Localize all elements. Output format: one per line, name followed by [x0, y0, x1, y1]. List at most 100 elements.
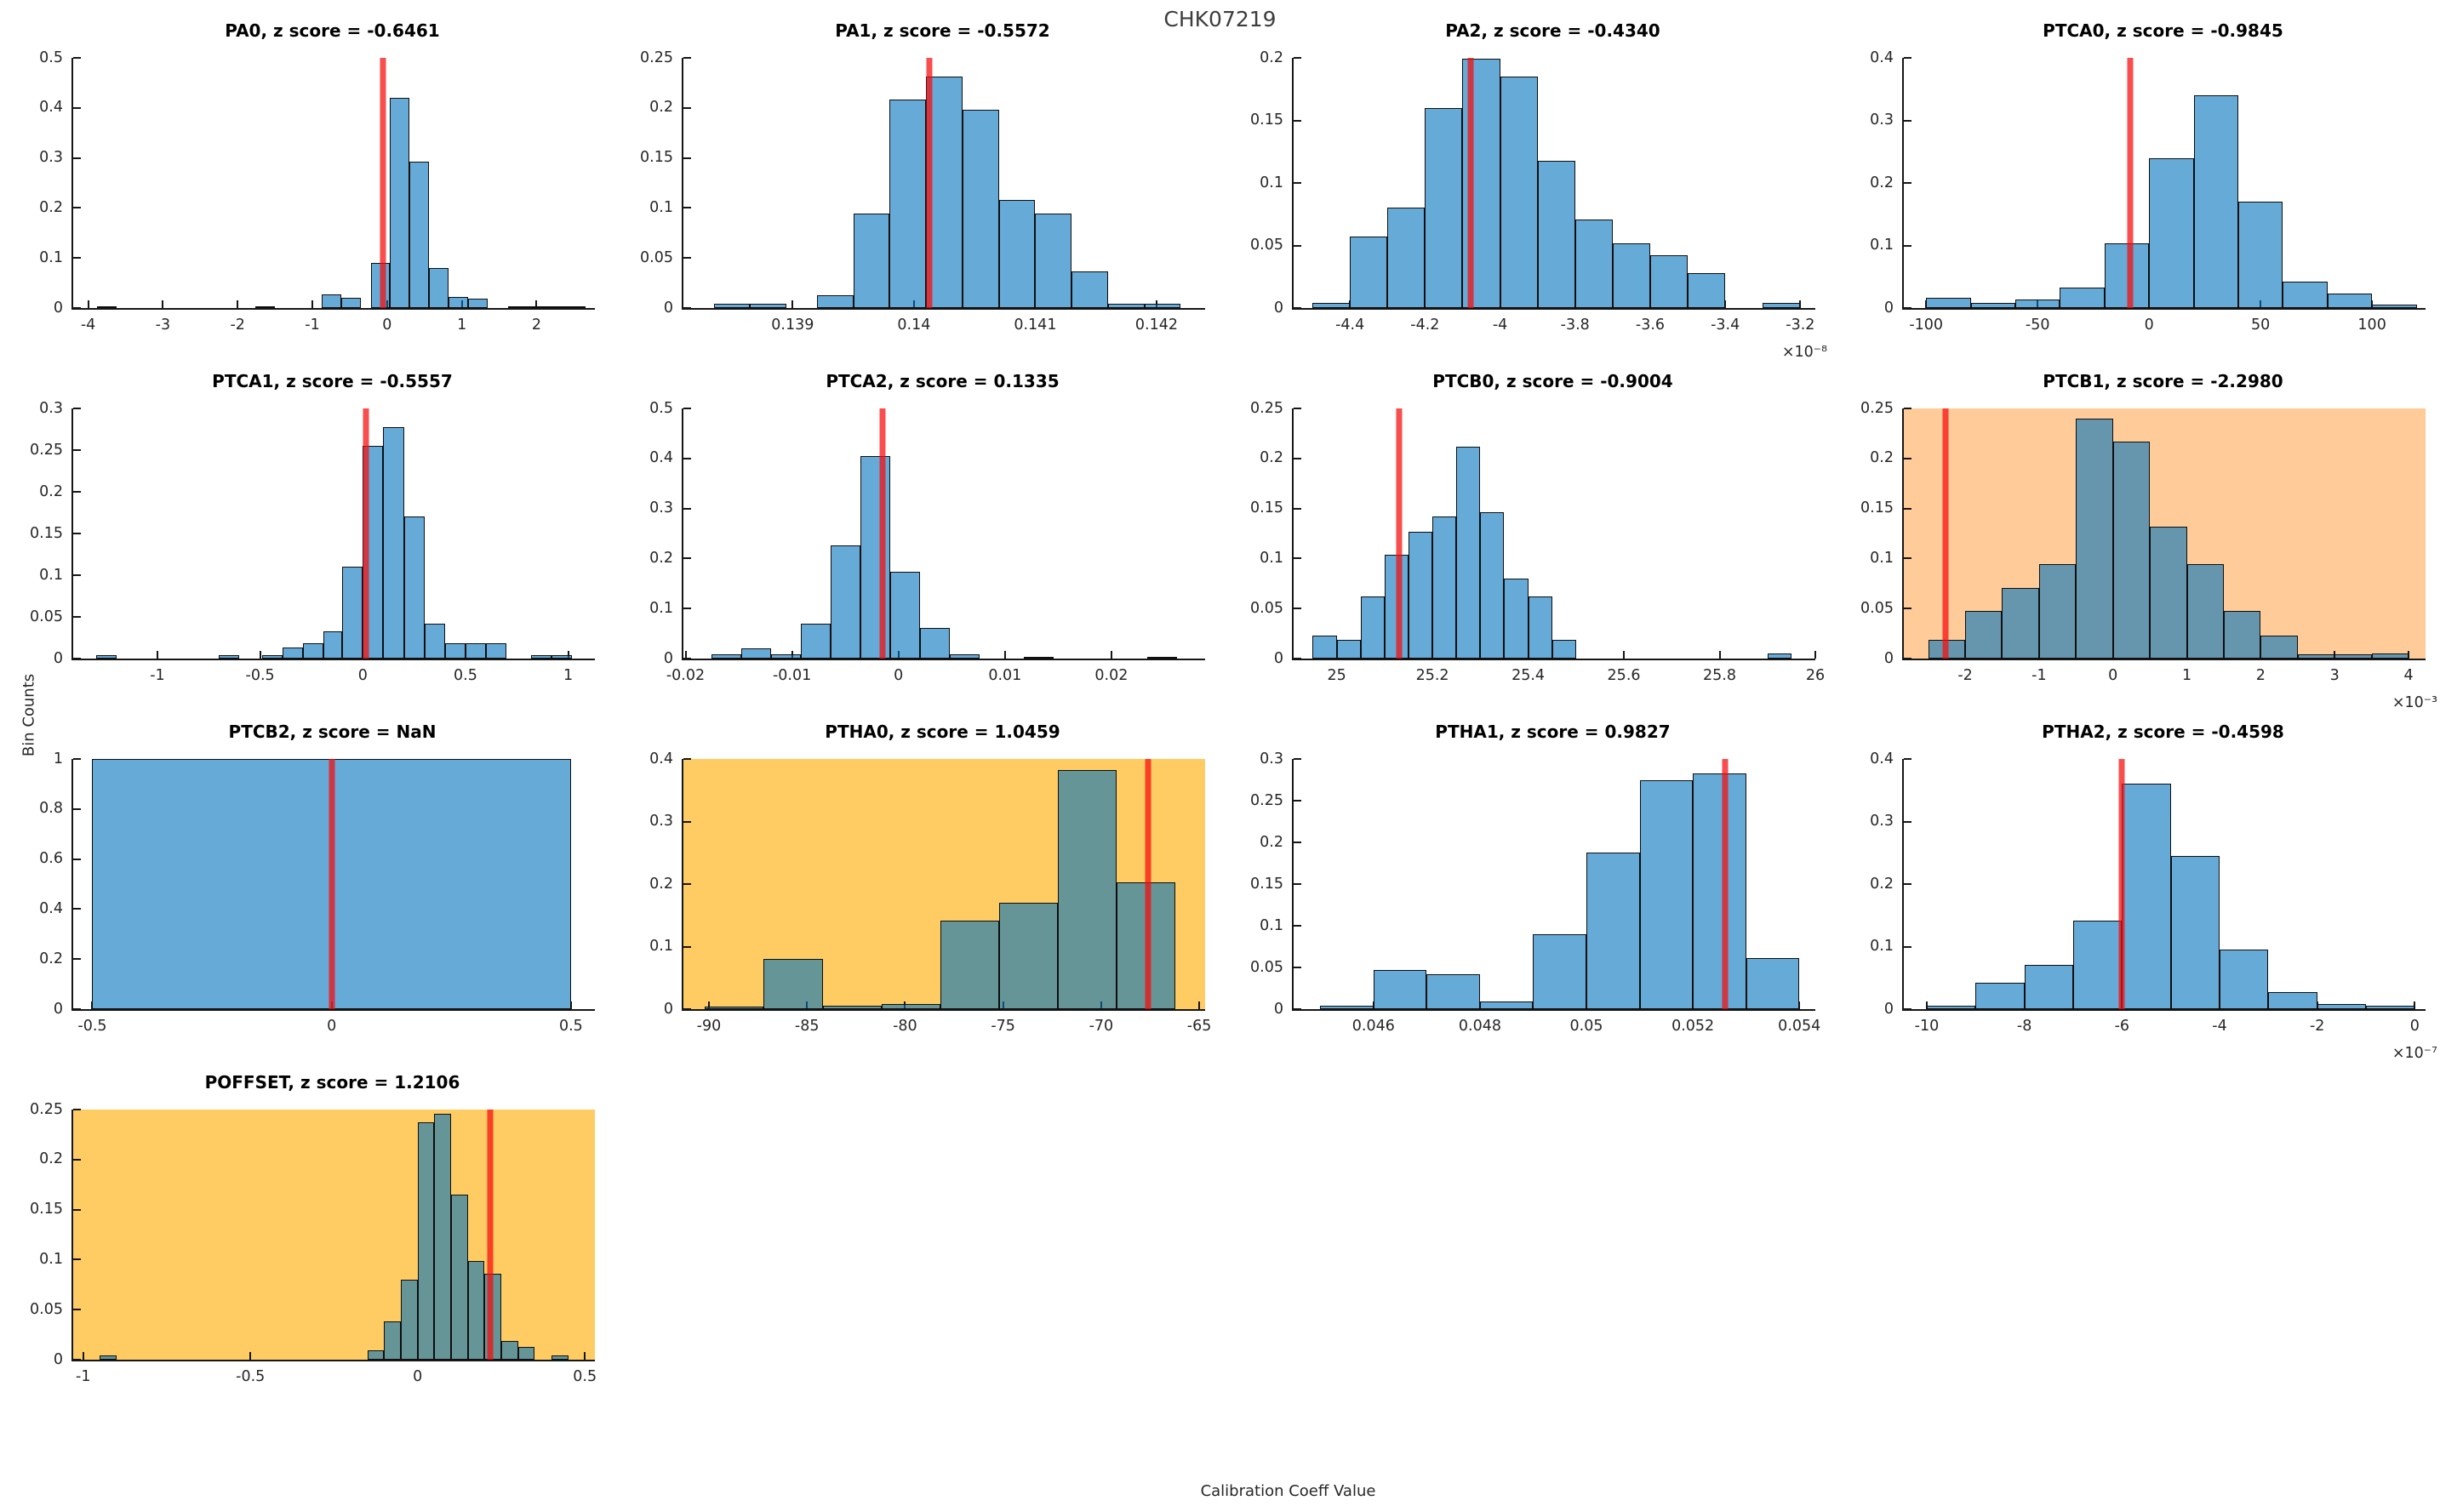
x-axis-exponent: ×10⁻⁷: [2391, 1045, 2437, 1062]
y-tick-label: 0.05: [1250, 236, 1283, 254]
x-tick-label: 25: [1327, 667, 1346, 684]
y-tick-mark: [73, 1158, 81, 1161]
x-tick-label: 25.6: [1607, 667, 1641, 684]
histogram-bar: [255, 305, 276, 308]
y-tick-label: 0.5: [649, 399, 673, 417]
plot-axes: 0 0.05 0.1 0.15 0.2 0.25 25 25.2 25.4 25.6 25.8 26: [1250, 401, 1825, 683]
x-tick-mark: [2371, 300, 2374, 308]
plot-axes: 0 0.05 0.1 0.15 0.2 0.25 -2 -1 0 1 2 3 4 ×10⁻³: [1860, 401, 2437, 711]
histogram-bar: [1639, 780, 1694, 1009]
y-tick-mark: [1904, 119, 1911, 122]
y-tick-mark: [73, 157, 81, 159]
histogram-bar: [2366, 1006, 2415, 1009]
x-tick-label: 3: [2329, 667, 2340, 684]
x-tick-label: 0: [2108, 667, 2118, 684]
subplot-title: PTHA2, z score = -0.4598: [2042, 722, 2284, 742]
y-tick-mark: [1294, 119, 1301, 122]
histogram-bar: [2372, 305, 2417, 308]
y-tick-label: 0.3: [649, 812, 673, 830]
y-tick-mark: [73, 1258, 81, 1261]
y-tick-mark: [683, 157, 691, 159]
x-tick-label: 0.01: [988, 667, 1022, 684]
histogram-bar: [1528, 596, 1552, 659]
y-tick-mark: [683, 608, 691, 610]
x-tick-label: -1: [76, 1368, 91, 1385]
y-tick-label: 0.2: [39, 1150, 63, 1168]
x-tick-label: -2: [230, 317, 245, 334]
y-tick-mark: [683, 408, 691, 409]
x-tick-label: 0: [357, 667, 368, 684]
histogram-subplot-PTHA0: PTHA0, z score = 1.0459 0 0.1 0.2 0.3 0.4 -90 -…: [610, 701, 1220, 1052]
x-tick-mark: [87, 300, 89, 308]
x-tick-mark: [237, 300, 239, 308]
subplot-title: PTCA1, z score = -0.5557: [212, 371, 453, 391]
histogram-subplot-PTHA1: PTHA1, z score = 0.9827 0 0.05 0.1 0.15 0.2 0.…: [1220, 701, 1831, 1052]
y-tick-mark: [73, 491, 81, 494]
histogram-bar: [384, 1321, 402, 1360]
x-tick-label: 0.139: [771, 317, 814, 334]
reference-red-line: [1942, 408, 1949, 659]
x-tick-mark: [707, 1001, 710, 1009]
x-tick-mark: [1003, 651, 1006, 659]
x-tick-label: -90: [696, 1018, 722, 1035]
histogram-bar: [2076, 418, 2113, 659]
histogram-bar: [1312, 303, 1351, 308]
y-tick-mark: [1904, 1008, 1911, 1010]
y-tick-mark: [1904, 507, 1911, 510]
y-tick-mark: [1294, 758, 1301, 760]
histogram-bar: [2237, 202, 2283, 308]
x-tick-label: -3.4: [1711, 317, 1740, 334]
x-tick-mark: [82, 1352, 84, 1360]
histogram-bar: [508, 305, 528, 308]
x-tick-mark: [567, 651, 569, 659]
x-tick-label: 0.054: [1778, 1018, 1821, 1035]
reference-red-line: [1145, 759, 1151, 1009]
y-tick-label: 0.4: [649, 449, 673, 467]
plot-axes: 0 0.05 0.1 0.15 0.2 0.25 0.3 0.046 0.048 0.05 0.05…: [1250, 751, 1820, 1034]
y-tick-label: 0.1: [649, 599, 673, 617]
x-tick-label: -0.5: [236, 1368, 266, 1385]
plot-axes: 0 0.05 0.1 0.15 0.2 -4.4 -4.2 -4 -3.8 -3.6 -3.4 -3.…: [1250, 50, 1827, 361]
y-tick-mark: [73, 1008, 81, 1010]
y-tick-label: 0.3: [649, 499, 673, 516]
y-tick-mark: [683, 557, 691, 560]
x-tick-label: -65: [1186, 1018, 1212, 1035]
histogram-bar: [1480, 512, 1505, 659]
x-tick-label: -3.8: [1560, 317, 1590, 334]
histogram-bar: [219, 655, 240, 659]
y-tick-label: 0.1: [1260, 916, 1283, 934]
reference-red-line: [1467, 58, 1474, 308]
x-tick-label: -3.6: [1635, 317, 1666, 334]
y-tick-mark: [683, 658, 691, 659]
y-tick-label: 0: [1883, 299, 1894, 317]
y-tick-mark: [73, 807, 81, 810]
y-tick-label: 0.05: [30, 608, 63, 625]
y-tick-label: 0.05: [1250, 958, 1283, 976]
x-tick-label: -2: [2309, 1018, 2325, 1035]
y-tick-mark: [73, 908, 81, 910]
y-tick-mark: [1294, 925, 1301, 927]
y-tick-label: 0.05: [30, 1300, 63, 1318]
histogram-bar: [999, 903, 1059, 1009]
y-tick-mark: [1904, 883, 1911, 885]
plot-axes: 0 0.1 0.2 0.3 0.4 0.5 -4 -3 -2 -1 0 1 2: [39, 50, 595, 333]
y-tick-label: 0.1: [39, 1250, 63, 1268]
y-tick-mark: [683, 507, 691, 510]
plot-axes: 0 0.2 0.4 0.6 0.8 1 -0.5 0 0.5: [39, 751, 595, 1034]
y-tick-label: 0.05: [1250, 599, 1283, 617]
x-tick-label: 0: [894, 667, 904, 684]
y-tick-label: 0.8: [39, 800, 63, 818]
reference-red-line: [926, 58, 933, 308]
x-tick-label: 50: [2251, 317, 2271, 334]
y-tick-mark: [1904, 758, 1911, 760]
histogram-bar: [262, 655, 283, 659]
y-tick-label: 0.25: [30, 1100, 63, 1118]
histogram-bar: [1574, 219, 1613, 308]
figure-title: CHK07219: [1163, 7, 1277, 31]
histogram-bar: [1058, 770, 1117, 1009]
histogram-bar: [1537, 160, 1575, 308]
x-tick-label: -4: [2212, 1018, 2227, 1035]
x-tick-label: -4: [80, 317, 96, 334]
histogram-bar: [1926, 1006, 1976, 1009]
